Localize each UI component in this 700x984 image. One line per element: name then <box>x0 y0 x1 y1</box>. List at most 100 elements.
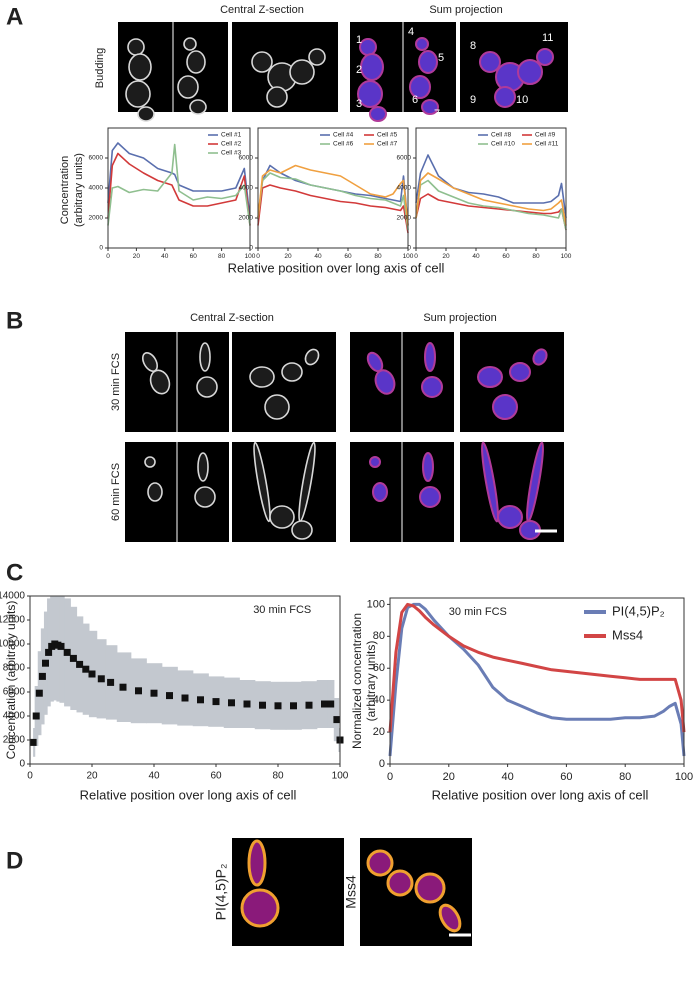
cell-number: 10 <box>516 94 528 106</box>
x-tick-label: 0 <box>256 253 260 260</box>
cell <box>517 59 543 85</box>
row-label: PI(4,5)P₂ <box>213 864 229 921</box>
cell <box>144 456 156 468</box>
point <box>305 701 313 709</box>
x-tick-label: 80 <box>272 771 284 782</box>
y-axis-label: Concentration (arbitrary units) <box>4 601 18 760</box>
cell <box>494 86 516 108</box>
y-tick-label: 6000 <box>89 155 104 162</box>
cell <box>415 37 429 51</box>
legend-label: Cell #6 <box>333 141 354 148</box>
y-tick-label: 14000 <box>0 591 25 602</box>
cell <box>532 348 548 366</box>
cell <box>419 486 441 508</box>
x-tick-label: 60 <box>190 253 198 260</box>
x-tick-label: 100 <box>561 253 572 260</box>
y-tick-label: 0 <box>249 245 253 252</box>
y-tick-label: 0 <box>99 245 103 252</box>
annotation: 30 min FCS <box>253 604 311 616</box>
cell <box>127 38 145 56</box>
y-axis-label: (arbitrary units) <box>73 153 85 227</box>
legend-label: Cell #4 <box>333 132 354 139</box>
cell <box>249 366 275 388</box>
x-tick-label: 40 <box>501 771 513 783</box>
cell <box>359 38 377 56</box>
cell <box>147 482 163 502</box>
series-line <box>415 154 567 219</box>
legend-label: Cell #9 <box>535 132 556 139</box>
point <box>135 687 142 695</box>
plot-frame <box>107 127 251 249</box>
panel-label: C <box>6 559 23 586</box>
cell <box>194 486 216 508</box>
cell <box>197 452 209 482</box>
cell-number: 9 <box>470 94 476 106</box>
cell-number: 1 <box>356 34 362 46</box>
cell <box>247 839 267 887</box>
point <box>82 665 90 673</box>
plot-frame <box>29 595 341 765</box>
x-tick-label: 40 <box>161 253 169 260</box>
annotation: 30 min FCS <box>449 606 507 618</box>
x-tick-label: 60 <box>502 253 510 260</box>
y-tick-label: 80 <box>373 630 385 642</box>
y-tick-label: 0 <box>379 758 385 770</box>
y-tick-label: 8000 <box>3 663 26 674</box>
y-tick-label: 4000 <box>89 185 104 192</box>
cell <box>128 53 152 81</box>
cell <box>477 366 503 388</box>
x-tick-label: 40 <box>148 771 160 782</box>
point <box>166 692 173 700</box>
point <box>107 678 115 686</box>
y-tick-label: 100 <box>367 598 385 610</box>
cell <box>366 849 394 877</box>
cell <box>281 362 303 382</box>
y-axis-label: Normalized concentration <box>350 613 364 749</box>
legend-label: Cell #10 <box>491 141 515 148</box>
legend-label: Cell #11 <box>535 141 559 148</box>
cell <box>374 369 396 395</box>
point <box>321 700 328 708</box>
cell <box>369 106 387 122</box>
y-tick-label: 2000 <box>239 215 254 222</box>
cell <box>481 441 499 523</box>
x-tick-label: 0 <box>106 253 110 260</box>
x-axis-label: Relative position over long axis of cell <box>432 787 649 802</box>
point <box>259 701 266 709</box>
cell-number: 7 <box>434 108 440 120</box>
x-tick-label: 80 <box>218 253 226 260</box>
point <box>32 712 40 720</box>
x-tick-label: 20 <box>443 771 455 783</box>
x-tick-label: 20 <box>284 253 292 260</box>
series-line <box>415 172 567 226</box>
cell <box>186 50 206 74</box>
y-tick-label: 12000 <box>0 615 25 626</box>
point <box>63 648 71 656</box>
x-tick-label: 60 <box>344 253 352 260</box>
row-label: Mss4 <box>343 875 359 909</box>
y-tick-label: 2000 <box>3 735 26 746</box>
point <box>29 738 37 746</box>
x-axis-label: Relative position over long axis of cell <box>228 260 445 275</box>
cell <box>149 369 171 395</box>
cell <box>269 505 295 529</box>
series-line <box>257 184 409 234</box>
x-tick-label: 80 <box>532 253 540 260</box>
x-tick-label: 60 <box>210 771 222 782</box>
row-label: 60 min FCS <box>110 463 122 521</box>
cell <box>479 51 501 73</box>
point <box>181 694 189 702</box>
series-line <box>257 172 409 231</box>
x-tick-label: 60 <box>560 771 572 783</box>
cell <box>369 456 381 468</box>
x-tick-label: 80 <box>619 771 631 783</box>
x-tick-label: 100 <box>332 771 349 782</box>
point <box>150 689 158 697</box>
cell <box>418 50 438 74</box>
cell <box>357 80 383 108</box>
cell <box>240 888 280 928</box>
y-tick-label: 60 <box>373 662 385 674</box>
legend-label: Cell #7 <box>377 141 398 148</box>
y-tick-label: 2000 <box>397 215 412 222</box>
